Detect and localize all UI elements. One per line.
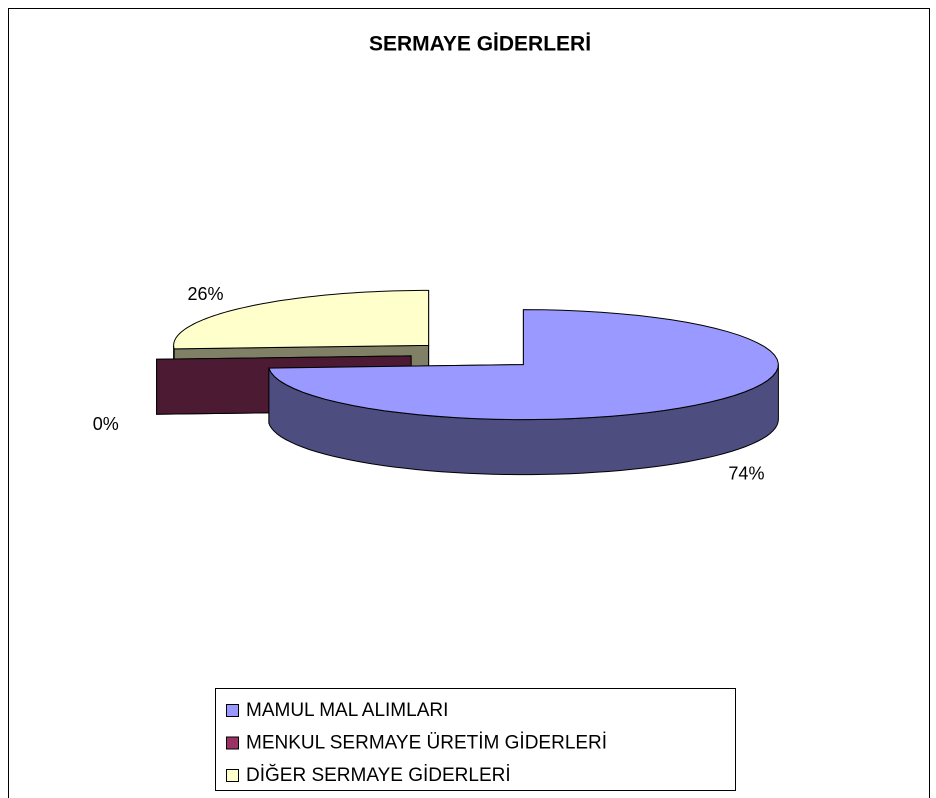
legend-label: DİĞER SERMAYE GİDERLERİ bbox=[246, 764, 511, 786]
legend-swatch bbox=[226, 736, 239, 750]
legend-label: MENKUL SERMAYE ÜRETİM GİDERLERİ bbox=[246, 733, 607, 754]
legend-swatch bbox=[226, 704, 239, 717]
legend-box bbox=[215, 688, 736, 791]
pie-slice bbox=[268, 309, 779, 476]
chart-title: SERMAYE GİDERLERİ bbox=[369, 33, 591, 56]
slice-top bbox=[268, 309, 779, 421]
legend-label: MAMUL MAL ALIMLARI bbox=[246, 700, 448, 721]
data-label: 0% bbox=[93, 414, 119, 434]
legend-swatch bbox=[226, 769, 239, 782]
slice-top bbox=[173, 289, 430, 350]
data-label: 74% bbox=[728, 464, 764, 484]
data-label: 26% bbox=[188, 284, 224, 304]
